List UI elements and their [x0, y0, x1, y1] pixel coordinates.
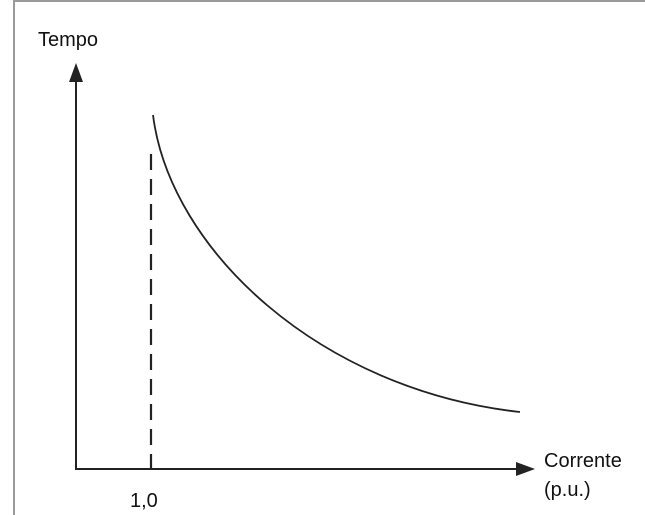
- figure-border: [13, 0, 645, 515]
- x-axis-label-line1: Corrente: [544, 450, 622, 472]
- y-axis-label: Tempo: [38, 29, 98, 51]
- x-axis-label-line2: (p.u.): [544, 479, 591, 501]
- x-axis-arrowhead: [516, 462, 535, 476]
- inverse-time-curve: [152, 114, 521, 413]
- y-axis-arrowhead: [69, 63, 83, 82]
- x-tick-label: 1,0: [130, 490, 158, 512]
